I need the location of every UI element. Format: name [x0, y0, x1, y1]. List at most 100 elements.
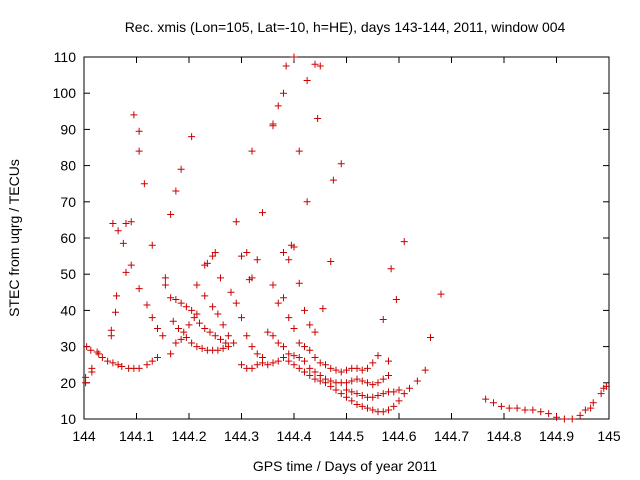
- data-point: [280, 343, 287, 351]
- data-point: [214, 346, 222, 354]
- data-points: [82, 53, 610, 423]
- data-point: [285, 314, 293, 322]
- data-point: [306, 321, 314, 329]
- data-point: [188, 306, 196, 314]
- data-point: [198, 344, 206, 352]
- data-point: [306, 364, 314, 372]
- data-point: [568, 415, 576, 423]
- data-point: [135, 127, 143, 135]
- data-point: [319, 305, 327, 313]
- data-point: [177, 299, 185, 307]
- data-point: [217, 274, 224, 282]
- y-tick-label: 30: [60, 339, 76, 355]
- data-point: [537, 408, 545, 416]
- data-point: [285, 350, 293, 358]
- data-point: [253, 256, 261, 264]
- data-point: [182, 303, 190, 311]
- data-point: [290, 325, 298, 332]
- x-axis-ticks: 144 144.1 144.2 144.3 144.4 144.5 144.6 144.7 14…: [72, 57, 621, 444]
- data-point: [122, 220, 130, 228]
- data-point: [311, 328, 319, 336]
- data-point: [196, 319, 203, 327]
- data-point: [311, 368, 319, 376]
- data-point: [529, 406, 537, 414]
- data-point: [203, 259, 211, 267]
- data-point: [87, 346, 95, 354]
- data-point: [421, 366, 429, 374]
- data-point: [130, 111, 138, 119]
- data-point: [369, 393, 377, 401]
- data-point: [280, 248, 287, 256]
- data-point: [230, 339, 238, 347]
- data-point: [316, 62, 324, 70]
- y-axis-ticks: 10 20 30 40 50 60 70 80 90 100 110: [53, 49, 609, 427]
- data-point: [93, 348, 101, 356]
- data-point: [167, 210, 175, 218]
- data-point: [364, 364, 371, 372]
- data-point: [295, 147, 303, 155]
- data-point: [113, 292, 121, 300]
- y-tick-label: 10: [60, 411, 76, 427]
- x-tick-label: 144.3: [224, 428, 259, 444]
- data-point: [327, 258, 335, 266]
- data-point: [154, 325, 161, 332]
- data-point: [280, 89, 287, 97]
- data-point: [104, 357, 112, 365]
- data-point: [358, 377, 366, 385]
- data-point: [285, 357, 293, 365]
- data-point: [269, 122, 277, 130]
- data-point: [290, 243, 298, 251]
- data-point: [274, 102, 282, 110]
- data-point: [193, 310, 201, 318]
- data-point: [180, 328, 188, 336]
- data-point: [343, 386, 350, 394]
- data-point: [301, 343, 308, 351]
- data-point: [274, 357, 282, 365]
- data-point: [353, 401, 361, 409]
- data-point: [269, 332, 277, 340]
- data-point: [177, 165, 185, 173]
- data-point: [311, 353, 319, 361]
- data-point: [327, 364, 335, 372]
- data-point: [107, 326, 115, 334]
- data-point: [167, 294, 175, 302]
- y-tick-label: 60: [60, 230, 76, 246]
- data-point: [119, 239, 127, 247]
- data-point: [290, 361, 298, 369]
- data-point: [143, 301, 151, 309]
- y-tick-label: 100: [53, 85, 77, 101]
- data-point: [379, 315, 387, 323]
- data-point: [327, 377, 335, 385]
- x-tick-label: 144: [72, 428, 96, 444]
- data-point: [148, 357, 156, 365]
- data-point: [188, 339, 196, 347]
- data-point: [314, 115, 322, 123]
- data-point: [232, 299, 240, 307]
- data-point: [193, 281, 201, 289]
- data-point: [400, 238, 408, 246]
- y-tick-label: 110: [54, 49, 77, 65]
- data-point: [311, 60, 319, 68]
- data-point: [224, 332, 232, 340]
- data-point: [364, 379, 371, 387]
- data-point: [295, 279, 303, 287]
- data-point: [303, 198, 311, 206]
- data-point: [385, 406, 392, 414]
- data-point: [185, 321, 193, 329]
- data-point: [306, 346, 314, 354]
- data-point: [369, 381, 377, 389]
- data-point: [358, 402, 366, 410]
- x-tick-label: 145: [597, 428, 621, 444]
- x-tick-label: 144.7: [434, 428, 469, 444]
- data-point: [337, 160, 345, 168]
- data-point: [505, 404, 513, 412]
- data-point: [248, 343, 256, 351]
- data-point: [135, 364, 143, 372]
- data-point: [182, 334, 190, 342]
- data-point: [348, 377, 356, 385]
- data-point: [295, 353, 303, 361]
- data-point: [264, 361, 272, 369]
- data-point: [211, 248, 219, 256]
- data-point: [322, 375, 329, 383]
- data-point: [497, 402, 505, 410]
